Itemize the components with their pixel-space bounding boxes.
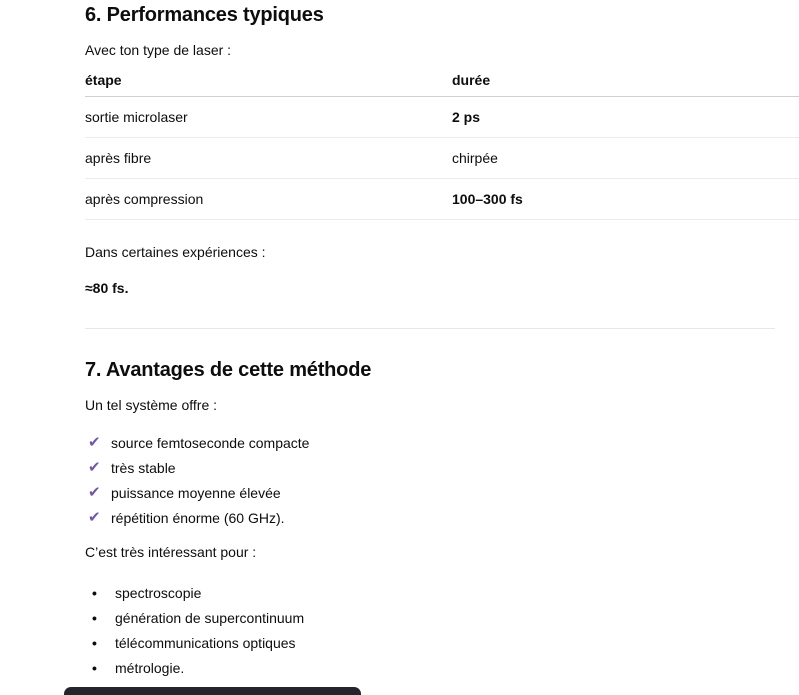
table-row: après compression 100–300 fs	[85, 178, 799, 220]
cell-duree: chirpée	[452, 137, 799, 179]
check-item-text: puissance moyenne élevée	[111, 485, 281, 501]
avantages-outro-text: C’est très intéressant pour :	[85, 544, 257, 560]
check-item-text: répétition énorme (60 GHz).	[111, 510, 285, 526]
table-row: après fibre chirpée	[85, 137, 799, 179]
check-item-text: source femtoseconde compacte	[111, 435, 310, 451]
heading-avantages: 7. Avantages de cette méthode	[85, 359, 372, 381]
check-icon: ✔	[88, 484, 101, 501]
table-body: sortie microlaser 2 ps après fibre chirp…	[85, 96, 799, 220]
section-avantages: 7. Avantages de cette méthode Un tel sys…	[85, 357, 775, 678]
cell-duree: 100–300 fs	[452, 178, 799, 220]
bullet-item-text: génération de supercontinuum	[115, 610, 305, 626]
check-list-item: ✔ très stable	[85, 458, 775, 478]
note-intro-text: Dans certaines expériences :	[85, 244, 266, 260]
check-list-item: ✔ répétition énorme (60 GHz).	[85, 508, 775, 528]
avantages-intro-text: Un tel système offre :	[85, 397, 218, 413]
check-list-item: ✔ source femtoseconde compacte	[85, 433, 775, 453]
cell-etape: après compression	[85, 178, 452, 220]
check-item-text: très stable	[111, 460, 176, 476]
bullet-item-text: métrologie.	[115, 660, 185, 676]
bullet-item-text: télécommunications optiques	[115, 635, 296, 651]
check-icon: ✔	[88, 509, 101, 526]
bottom-dark-panel-edge	[64, 687, 361, 695]
applications-bullet-list: spectroscopie génération de supercontinu…	[85, 570, 775, 678]
cell-duree: 2 ps	[452, 96, 799, 138]
heading-performances: 6. Performances typiques	[85, 4, 324, 26]
cell-etape: après fibre	[85, 137, 452, 179]
check-list-item: ✔ puissance moyenne élevée	[85, 483, 775, 503]
cell-etape: sortie microlaser	[85, 96, 452, 138]
performance-table: étape durée sortie microlaser 2 ps après…	[85, 68, 799, 220]
table-row: sortie microlaser 2 ps	[85, 96, 799, 138]
table-header-row: étape durée	[85, 68, 799, 97]
check-icon: ✔	[88, 459, 101, 476]
bullet-list-item: spectroscopie	[85, 583, 775, 603]
column-header-etape: étape	[85, 68, 452, 97]
advantages-check-list: ✔ source femtoseconde compacte ✔ très st…	[85, 423, 775, 528]
check-icon: ✔	[88, 434, 101, 451]
bullet-list-item: génération de supercontinuum	[85, 608, 775, 628]
document-content: 6. Performances typiques Avec ton type d…	[0, 0, 799, 678]
note-value-text: ≈80 fs.	[85, 280, 129, 296]
bullet-list-item: métrologie.	[85, 658, 775, 678]
bullet-item-text: spectroscopie	[115, 585, 202, 601]
performances-intro-text: Avec ton type de laser :	[85, 42, 232, 58]
section-performances: 6. Performances typiques Avec ton type d…	[85, 2, 799, 298]
column-header-duree: durée	[452, 68, 799, 97]
table-head: étape durée	[85, 68, 799, 97]
bullet-list-item: télécommunications optiques	[85, 633, 775, 653]
section-divider	[85, 328, 775, 329]
